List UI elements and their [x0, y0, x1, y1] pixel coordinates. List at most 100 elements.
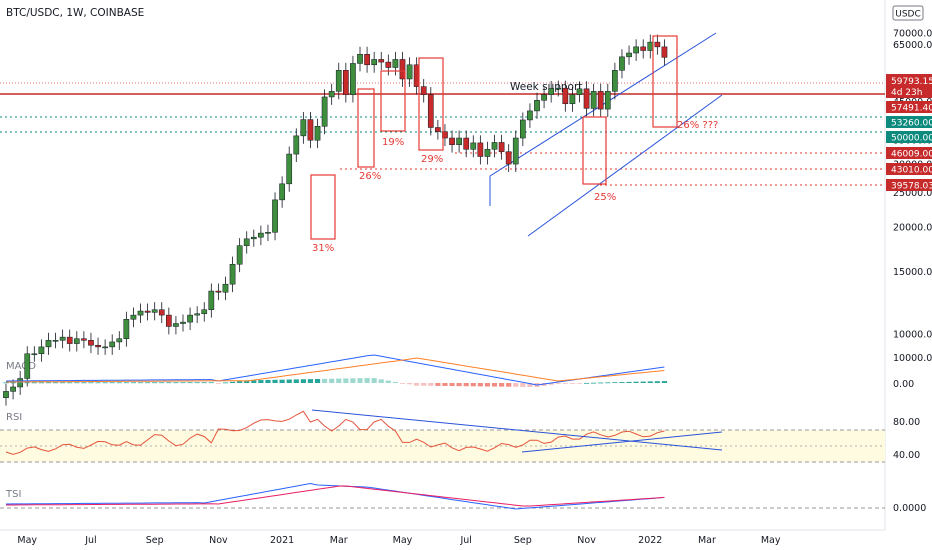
price-tag-value: 50000.00 [891, 134, 932, 144]
macd-bar [3, 382, 9, 384]
macd-bar [435, 383, 441, 386]
currency-badge-label: USDC [895, 10, 921, 20]
candle-body [555, 87, 562, 90]
macd-bar [470, 383, 476, 387]
candle-body [463, 137, 470, 150]
candle-body [180, 321, 186, 324]
time-tick: 2022 [638, 535, 662, 546]
macd-bar [513, 383, 519, 387]
rsi-trendline-up[interactable] [521, 431, 723, 453]
candle-body [534, 100, 540, 112]
candle-body [187, 314, 193, 323]
correction-box[interactable] [652, 35, 678, 128]
time-tick: Nov [577, 535, 596, 546]
macd-bar [74, 382, 80, 384]
candle-body [633, 46, 639, 54]
macd-bar [173, 382, 179, 384]
candle-body [590, 91, 597, 109]
correction-pct-label: 31% [312, 243, 334, 254]
correction-box[interactable] [582, 116, 607, 185]
candle-body [173, 323, 179, 327]
correction-box[interactable] [380, 70, 406, 132]
macd-bar [201, 382, 207, 384]
macd-bar [392, 381, 398, 383]
macd-bar [159, 382, 165, 384]
candle-body [378, 59, 385, 63]
candle-body [31, 353, 38, 356]
macd-bar [10, 382, 16, 384]
candle-body [279, 183, 285, 201]
macd-bar [527, 383, 533, 387]
macd-bar [598, 382, 604, 384]
correction-box[interactable] [418, 57, 444, 151]
candle-body [314, 126, 321, 141]
macd-bar [38, 382, 44, 384]
candle-body [208, 290, 215, 310]
candle-body [215, 290, 222, 293]
candle-body [307, 119, 314, 141]
macd-bar [279, 379, 285, 383]
candle-body [229, 263, 236, 285]
price-tag-value: 43010.00 [891, 166, 932, 176]
price-tag-value: 53260.00 [891, 119, 932, 129]
price-tick: 25000.00 [893, 188, 932, 199]
macd-bar [414, 383, 420, 386]
macd-bar [456, 383, 462, 387]
candle-body [123, 319, 130, 339]
candle-body [158, 309, 165, 316]
macd-bar [130, 382, 137, 384]
price-tag [886, 147, 932, 159]
candle-body [194, 313, 201, 316]
correction-pct-label: 29% [421, 154, 443, 165]
candle-body [250, 236, 257, 240]
time-tick: Nov [209, 535, 228, 546]
correction-box[interactable] [357, 88, 375, 168]
tsi-line [5, 482, 665, 510]
macd-bar [654, 381, 660, 383]
candle-body [109, 341, 116, 348]
candle-body [491, 142, 498, 150]
candle-body [3, 391, 9, 398]
candle-body [10, 386, 16, 392]
correction-box[interactable] [310, 174, 336, 240]
macd-bar [314, 378, 321, 383]
macd-bar [591, 382, 597, 384]
macd-tick-0: 0.00 [893, 379, 914, 390]
macd-bar [555, 383, 561, 384]
macd-bar [463, 383, 469, 387]
candle-body [619, 56, 625, 71]
macd-bar [364, 378, 370, 383]
candle-body [116, 338, 123, 343]
macd-bar [421, 383, 427, 386]
macd-bar [258, 380, 264, 383]
macd-bar [102, 382, 108, 384]
macd-bar [88, 382, 94, 384]
macd-bar [229, 381, 236, 383]
macd-bar [109, 382, 115, 384]
macd-bar [194, 382, 200, 384]
rsi-trendline-down[interactable] [311, 409, 723, 451]
candle-body [548, 88, 555, 95]
candle-body [364, 54, 370, 66]
candle-body [597, 91, 604, 110]
candle-body [59, 336, 66, 341]
channel-lower-line[interactable] [527, 94, 723, 237]
candle-body [137, 310, 144, 316]
candle-body [612, 70, 618, 92]
candle-body [88, 340, 94, 346]
macd-bar [17, 382, 23, 384]
macd-bar [286, 379, 292, 383]
macd-bar [180, 382, 186, 384]
candle-body [321, 96, 328, 127]
macd-bar [477, 383, 483, 387]
macd-bar [95, 382, 101, 384]
time-axis[interactable]: May Jul Sep Nov 2021 Mar May Jul Sep Nov 2022 Mar Ma… [17, 535, 780, 546]
macd-histogram [3, 378, 668, 388]
price-tag [886, 131, 932, 143]
candle-body [165, 314, 172, 327]
price-tag [886, 116, 932, 128]
correction-boxes: 31% 26% 19% 29% 25% 26% ??? [310, 35, 718, 254]
currency-badge[interactable]: USDC [892, 5, 924, 21]
candle-body [342, 70, 349, 95]
